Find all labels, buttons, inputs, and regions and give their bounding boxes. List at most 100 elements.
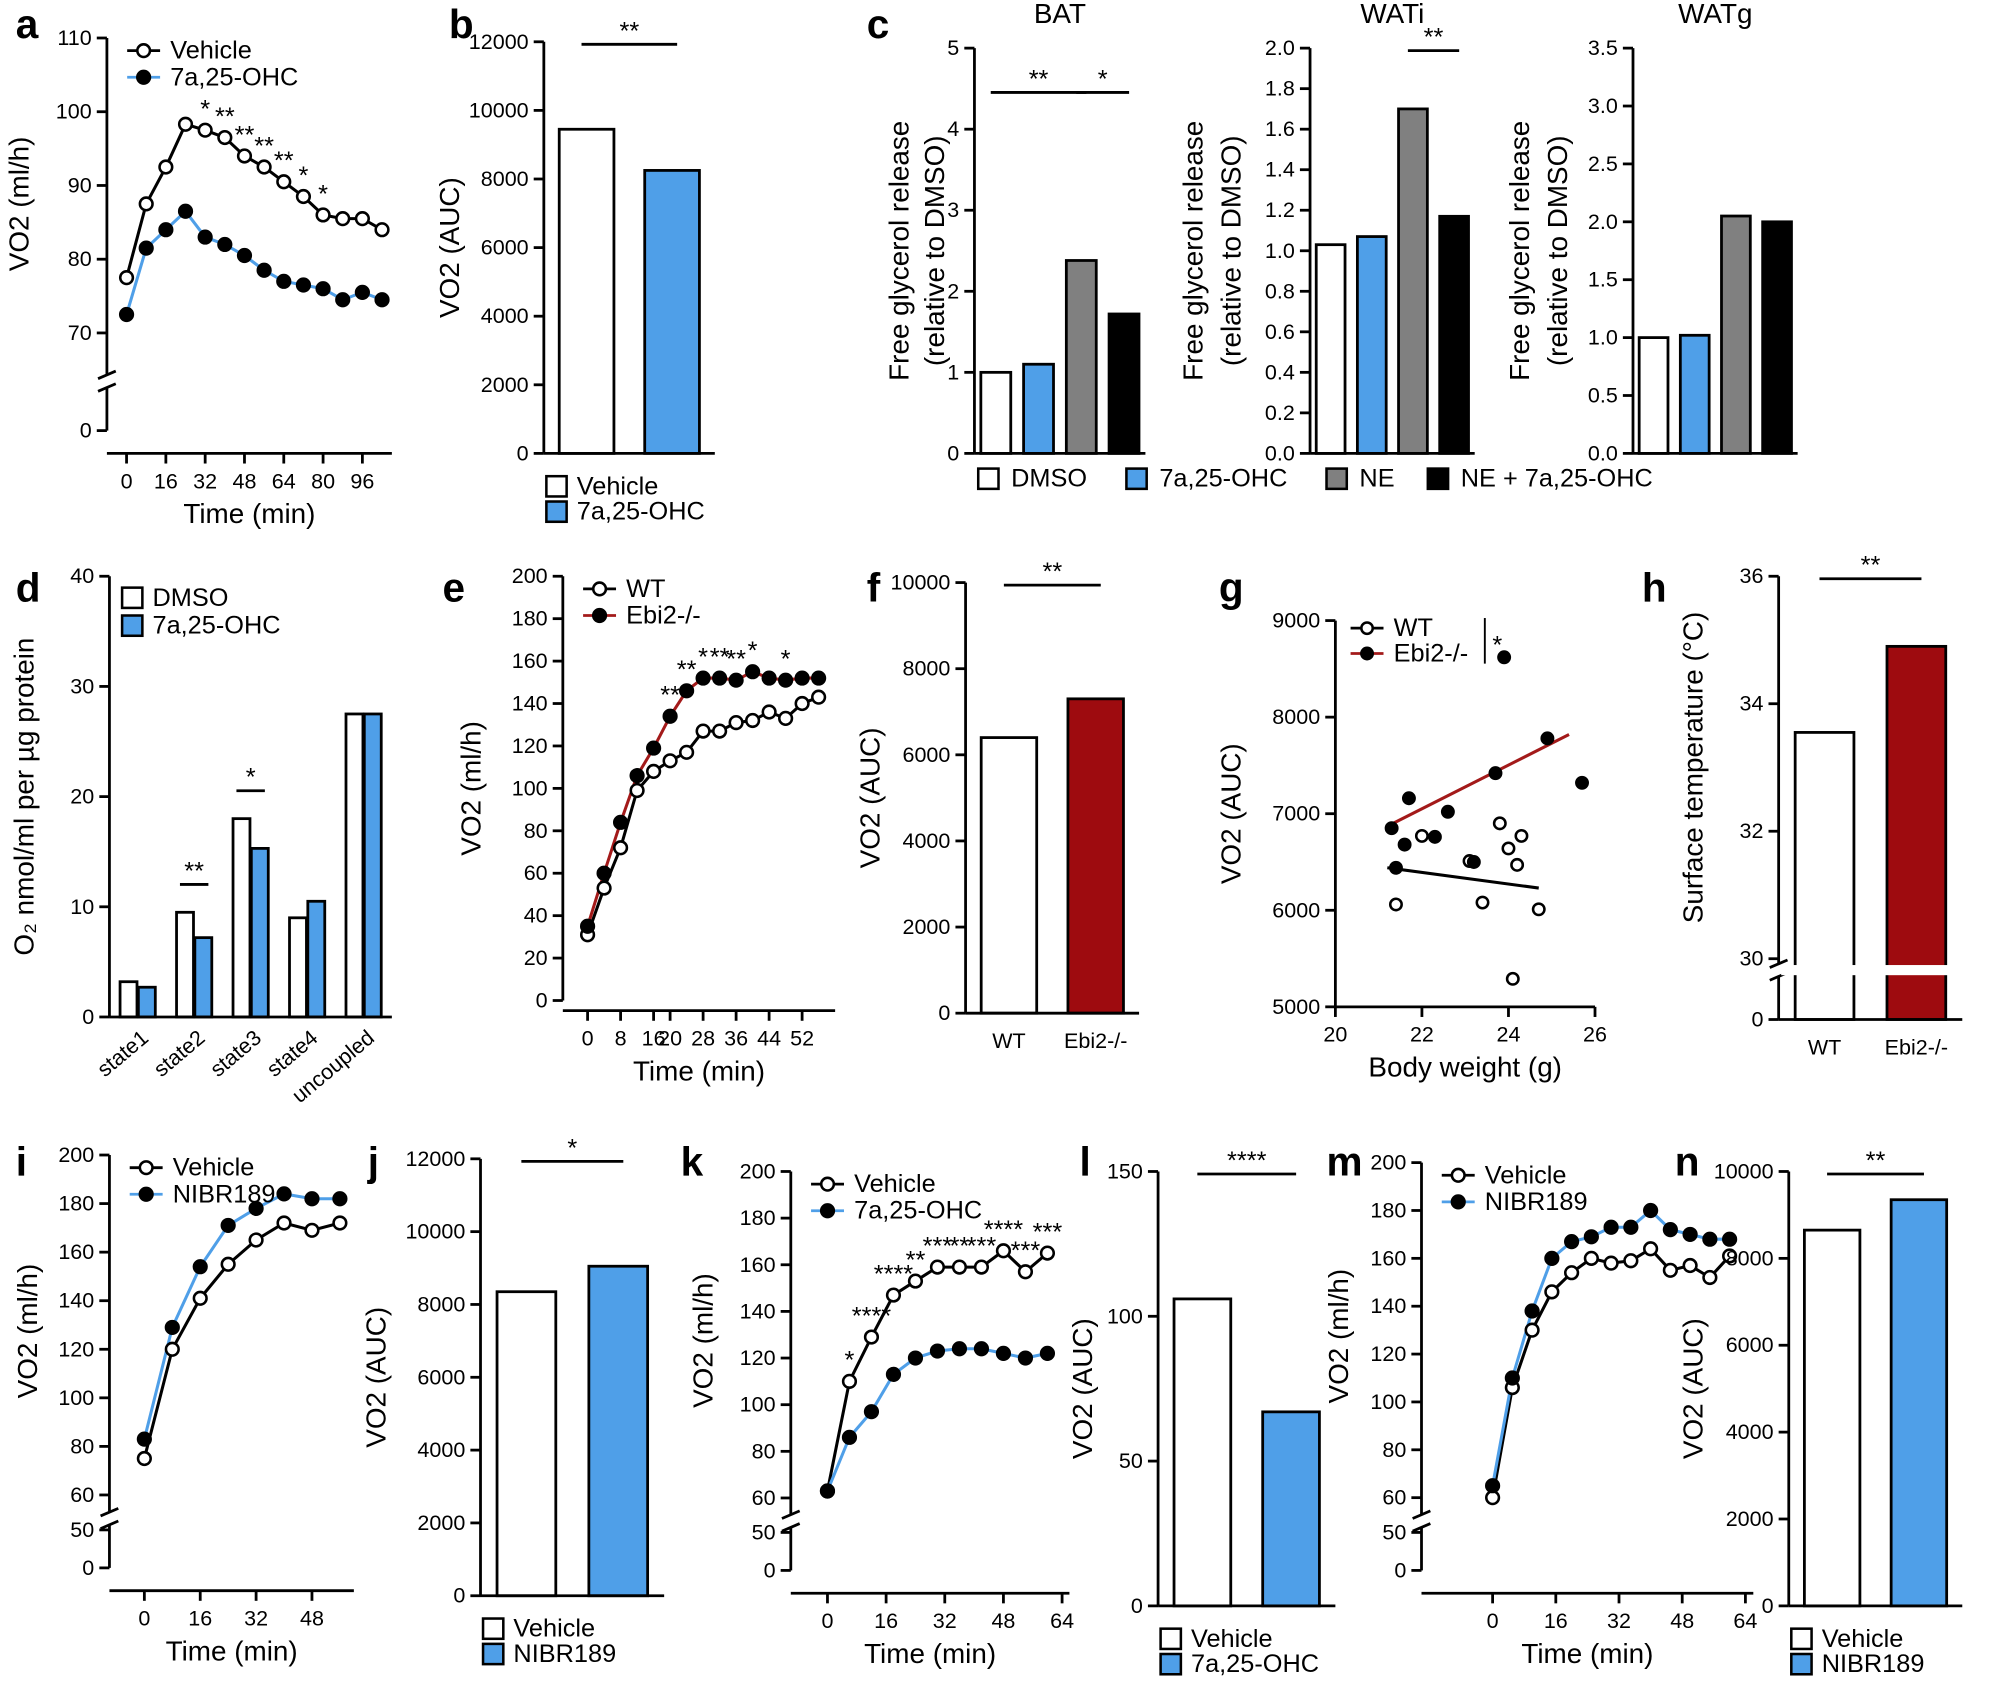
data-point bbox=[662, 708, 678, 724]
y-axis-label: VO2 (ml/h) bbox=[12, 1264, 43, 1399]
data-point bbox=[596, 865, 612, 881]
x-tick-label: 48 bbox=[991, 1609, 1015, 1633]
bar bbox=[1314, 243, 1347, 455]
y-tick-label: 0 bbox=[536, 989, 548, 1013]
significance-label: ** bbox=[710, 643, 730, 671]
significance-label: ** bbox=[1866, 1147, 1886, 1175]
legend-label: DMSO bbox=[1011, 465, 1087, 493]
y-tick-label: 200 bbox=[1370, 1151, 1406, 1175]
y-axis-label: (relative to DMSO) bbox=[1215, 135, 1246, 366]
legend-marker bbox=[1360, 621, 1375, 636]
data-point bbox=[1475, 895, 1490, 910]
y-tick-label: 4 bbox=[947, 117, 959, 141]
bar bbox=[1720, 214, 1752, 455]
x-tick-label: 28 bbox=[691, 1027, 715, 1051]
y-tick-label: 0.6 bbox=[1265, 320, 1295, 344]
bar bbox=[1793, 731, 1856, 1021]
y-tick-label: 110 bbox=[57, 26, 91, 50]
data-point bbox=[951, 1259, 968, 1275]
y-tick-label: 3 bbox=[947, 198, 959, 222]
legend-label: Vehicle bbox=[1822, 1625, 1904, 1653]
data-point bbox=[1039, 1345, 1056, 1361]
x-tick-label: 0 bbox=[821, 1609, 833, 1633]
data-point bbox=[1544, 1250, 1560, 1266]
legend-marker bbox=[591, 607, 608, 624]
bar bbox=[495, 1290, 558, 1598]
data-point bbox=[1682, 1226, 1698, 1243]
subplot-title: BAT bbox=[1034, 0, 1086, 29]
y-axis-label: Free glycerol release bbox=[1177, 121, 1208, 381]
data-point bbox=[197, 122, 213, 138]
data-point bbox=[1017, 1350, 1034, 1366]
legend-label: Ebi2-/- bbox=[626, 602, 701, 630]
y-tick-label: 2000 bbox=[481, 373, 529, 397]
data-point bbox=[885, 1287, 902, 1303]
y-tick-label: 2000 bbox=[1726, 1507, 1774, 1531]
y-tick-label: 2000 bbox=[902, 915, 950, 939]
data-point bbox=[1722, 1248, 1738, 1264]
bar bbox=[175, 910, 195, 1019]
legend-swatch bbox=[120, 614, 144, 638]
legend-label: 7a,25-OHC bbox=[1159, 465, 1287, 493]
data-point bbox=[907, 1273, 924, 1289]
data-point bbox=[118, 270, 135, 286]
y-axis-label: O₂ nmol/ml per µg protein bbox=[8, 638, 39, 956]
data-point bbox=[295, 277, 312, 293]
data-point bbox=[335, 211, 351, 227]
legend-label: NIBR189 bbox=[1485, 1188, 1588, 1216]
x-tick-label: 32 bbox=[193, 469, 217, 493]
y-tick-label: 1.5 bbox=[1588, 268, 1618, 292]
bar bbox=[1066, 697, 1125, 1015]
y-axis-label: VO2 (ml/h) bbox=[687, 1273, 718, 1408]
y-tick-label: 5000 bbox=[1272, 995, 1320, 1019]
data-point bbox=[995, 1345, 1012, 1361]
legend-marker bbox=[591, 581, 608, 597]
y-tick-label: 1.8 bbox=[1265, 77, 1295, 101]
data-point bbox=[1384, 821, 1399, 836]
significance-label: *** bbox=[1033, 1218, 1063, 1246]
y-axis-label: VO2 (ml/h) bbox=[3, 137, 34, 272]
y-axis-label: VO2 (AUC) bbox=[1067, 1318, 1098, 1459]
legend-swatch bbox=[1125, 467, 1148, 491]
data-point bbox=[1017, 1264, 1034, 1280]
y-tick-label: 200 bbox=[740, 1159, 776, 1183]
y-axis-label: Free glycerol release bbox=[884, 121, 915, 381]
data-point bbox=[761, 704, 777, 720]
bar bbox=[1885, 644, 1948, 1021]
data-point bbox=[728, 672, 744, 688]
x-tick-label: 64 bbox=[272, 469, 296, 493]
y-tick-label: 160 bbox=[1370, 1246, 1406, 1270]
data-point bbox=[158, 159, 174, 175]
y-tick-label: 0.0 bbox=[1265, 441, 1295, 465]
bar bbox=[306, 899, 327, 1019]
y-tick-label: 100 bbox=[58, 1386, 94, 1410]
bar bbox=[288, 916, 308, 1019]
legend-label: Ebi2-/- bbox=[1394, 639, 1469, 667]
y-tick-label: 12000 bbox=[405, 1147, 465, 1171]
y-axis-label: Surface temperature (°C) bbox=[1678, 612, 1709, 924]
y-tick-label: 0 bbox=[764, 1558, 776, 1582]
data-point bbox=[1662, 1222, 1678, 1238]
panel-letter: j bbox=[367, 1138, 379, 1184]
x-tick-label: 22 bbox=[1410, 1023, 1434, 1047]
y-tick-label: 36 bbox=[1740, 564, 1764, 588]
legend-swatch bbox=[545, 500, 568, 524]
y-tick-label: 2.0 bbox=[1588, 210, 1618, 234]
data-point bbox=[811, 670, 827, 686]
data-point bbox=[1643, 1241, 1659, 1257]
data-point bbox=[1722, 1231, 1738, 1247]
x-tick-label: 20 bbox=[1323, 1023, 1347, 1047]
data-point bbox=[712, 723, 728, 739]
bar bbox=[979, 370, 1013, 455]
data-point bbox=[220, 1256, 236, 1272]
x-tick-label: 0 bbox=[121, 469, 133, 493]
data-point bbox=[138, 240, 154, 256]
x-tick-label: 96 bbox=[350, 469, 374, 493]
significance-label: * bbox=[246, 764, 256, 792]
y-tick-label: 160 bbox=[58, 1240, 94, 1264]
y-tick-label: 100 bbox=[512, 776, 548, 800]
legend-swatch bbox=[976, 467, 1000, 491]
legend-marker bbox=[138, 1186, 154, 1202]
y-tick-label: 180 bbox=[58, 1192, 94, 1216]
